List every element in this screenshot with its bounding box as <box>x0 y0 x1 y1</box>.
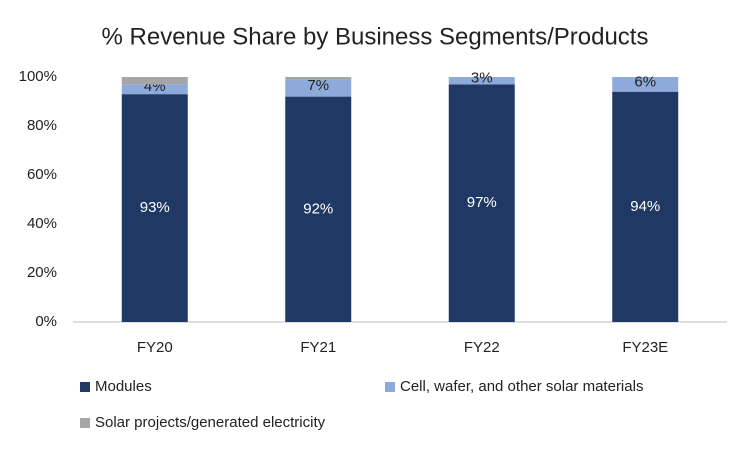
y-tick-label: 20% <box>27 264 57 281</box>
x-tick-label: FY22 <box>464 339 500 356</box>
data-label: 7% <box>307 77 329 94</box>
legend-label: Solar projects/generated electricity <box>95 414 326 431</box>
x-tick-label: FY23E <box>622 339 668 356</box>
data-label: 92% <box>303 200 333 217</box>
bar-segment <box>285 77 352 80</box>
y-tick-label: 80% <box>27 117 57 134</box>
bar-segment <box>612 77 679 92</box>
legend-label: Cell, wafer, and other solar materials <box>400 378 643 395</box>
legend-swatch <box>80 418 90 428</box>
bar-segment <box>448 77 515 85</box>
bar-segment <box>612 91 679 322</box>
bar-segment <box>121 94 188 323</box>
bar-segment <box>285 79 352 97</box>
y-tick-label: 60% <box>27 166 57 183</box>
x-tick-label: FY21 <box>300 339 336 356</box>
y-tick-label: 0% <box>35 313 57 330</box>
bar-segment <box>121 77 188 85</box>
chart-title: % Revenue Share by Business Segments/Pro… <box>102 23 649 50</box>
bar-segment <box>121 84 188 95</box>
y-tick-label: 40% <box>27 215 57 232</box>
legend-label: Modules <box>95 378 152 395</box>
data-label: 3% <box>471 70 493 87</box>
data-label: 93% <box>140 199 170 216</box>
bar-segment <box>285 96 352 322</box>
y-tick-label: 100% <box>19 68 57 85</box>
data-label: 94% <box>630 198 660 215</box>
x-tick-label: FY20 <box>137 339 173 356</box>
legend-swatch <box>80 382 90 392</box>
bar-segment <box>448 84 515 322</box>
legend-swatch <box>385 382 395 392</box>
data-label: 6% <box>634 73 656 90</box>
data-label: 97% <box>467 194 497 211</box>
